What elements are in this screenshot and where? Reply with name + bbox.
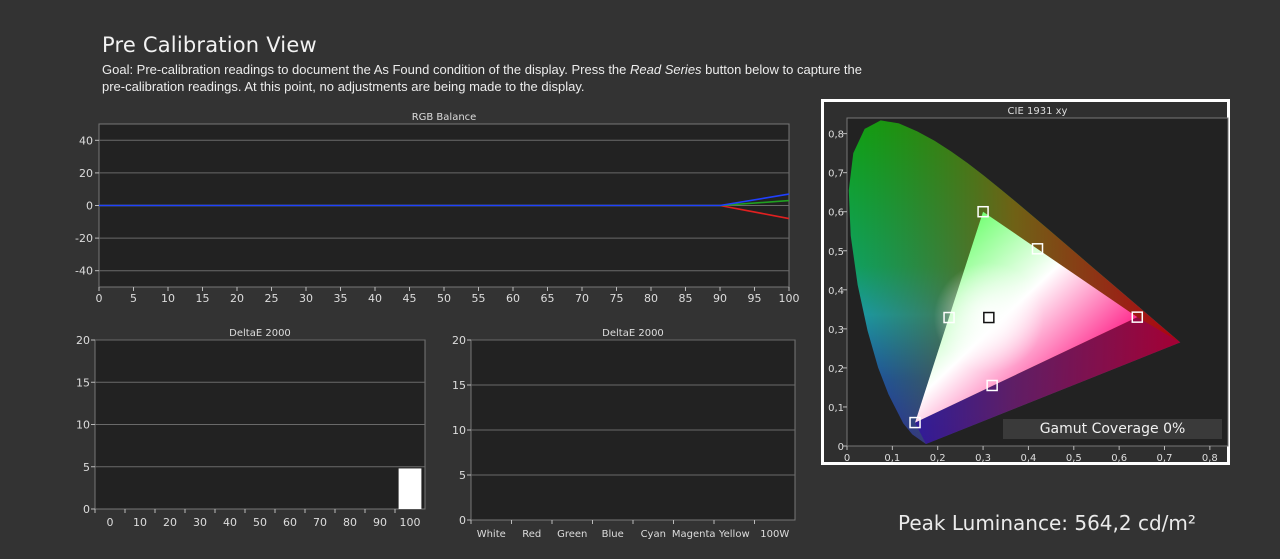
deltae-gray-y-tick-label: 10 xyxy=(76,419,90,432)
deltae-gray-x-tick-label: 30 xyxy=(193,516,207,529)
cie-y-tick-label: 0,7 xyxy=(828,169,844,180)
cie-x-tick-label: 0 xyxy=(844,453,850,464)
deltae-gray-x-tick-label: 10 xyxy=(133,516,147,529)
cie-x-tick-label: 0,3 xyxy=(975,453,991,464)
rgb-y-tick-label: 0 xyxy=(86,200,93,213)
deltae-color-x-tick-label: Blue xyxy=(602,529,624,540)
rgb-x-tick-label: 75 xyxy=(610,292,624,305)
deltae-gray-y-tick-label: 0 xyxy=(83,503,90,516)
cie-target-marker xyxy=(909,416,921,429)
rgb-x-tick-label: 15 xyxy=(196,292,210,305)
rgb-y-tick-label: -20 xyxy=(75,232,93,245)
cie-x-tick-label: 0,4 xyxy=(1020,453,1036,464)
rgb-chart-title: RGB Balance xyxy=(412,112,477,123)
cie-x-tick-label: 0,7 xyxy=(1157,453,1173,464)
cie-y-tick-label: 0,4 xyxy=(828,286,844,297)
cie-x-tick-label: 0,6 xyxy=(1111,453,1127,464)
cie-y-tick-label: 0,2 xyxy=(828,364,844,375)
page-title: Pre Calibration View xyxy=(102,33,317,57)
deltae-color-title: DeltaE 2000 xyxy=(602,328,664,339)
deltae-gray-bar xyxy=(398,468,422,509)
rgb-x-tick-label: 35 xyxy=(334,292,348,305)
cie-y-tick-label: 0,5 xyxy=(828,247,844,258)
rgb-x-tick-label: 60 xyxy=(506,292,520,305)
rgb-x-tick-label: 65 xyxy=(541,292,555,305)
cie-purple-region xyxy=(915,317,1181,445)
peak-luminance: Peak Luminance: 564,2 cd/m² xyxy=(898,511,1196,535)
rgb-x-tick-label: 95 xyxy=(748,292,762,305)
rgb-x-tick-label: 90 xyxy=(713,292,727,305)
cie-white-glow xyxy=(933,262,1044,373)
deltae-color-x-tick-label: Green xyxy=(557,529,587,540)
deltae-color-y-tick-label: 5 xyxy=(459,469,466,482)
rgb-y-tick-label: 20 xyxy=(79,167,93,180)
deltae-gray-y-tick-label: 20 xyxy=(76,334,90,347)
cie-target-marker xyxy=(943,311,955,324)
cie-x-tick-label: 0,1 xyxy=(884,453,900,464)
deltae-color-x-tick-label: Red xyxy=(522,529,541,540)
cie-y-tick-label: 0,1 xyxy=(828,403,844,414)
rgb-y-tick-label: -40 xyxy=(75,265,93,278)
rgb-x-tick-label: 70 xyxy=(575,292,589,305)
cie-y-tick-label: 0,6 xyxy=(828,208,844,219)
cie-y-tick-label: 0,8 xyxy=(828,130,844,141)
cie-y-tick-label: 0,3 xyxy=(828,325,844,336)
cie-target-marker xyxy=(977,205,989,218)
cie-x-tick-label: 0,8 xyxy=(1202,453,1218,464)
deltae-color-y-tick-label: 10 xyxy=(452,424,466,437)
rgb-x-tick-label: 45 xyxy=(403,292,417,305)
deltae-gray-x-tick-label: 20 xyxy=(163,516,177,529)
deltae-gray-y-tick-label: 15 xyxy=(76,376,90,389)
cie-target-marker xyxy=(1131,311,1144,323)
deltae-gray-x-tick-label: 100 xyxy=(400,516,421,529)
rgb-series-line-2 xyxy=(99,193,790,207)
deltae-gray-x-tick-label: 60 xyxy=(283,516,297,529)
rgb-x-tick-label: 100 xyxy=(779,292,800,305)
deltae-gray-x-tick-label: 70 xyxy=(313,516,327,529)
deltae-color-x-tick-label: White xyxy=(477,529,506,540)
cie-target-marker xyxy=(986,379,998,392)
cie-title: CIE 1931 xy xyxy=(1008,106,1068,117)
deltae-color-y-tick-label: 20 xyxy=(452,334,466,347)
cie-target-marker xyxy=(1031,243,1044,255)
rgb-x-tick-label: 5 xyxy=(130,292,137,305)
rgb-x-tick-label: 30 xyxy=(299,292,313,305)
rgb-x-tick-label: 80 xyxy=(644,292,658,305)
goal-prefix: Goal: Pre-calibration readings to docume… xyxy=(102,62,631,77)
cie-x-tick-label: 0,2 xyxy=(930,453,946,464)
deltae-gray-x-tick-label: 80 xyxy=(343,516,357,529)
deltae-color-x-tick-label: Magenta xyxy=(672,529,716,540)
deltae-gray-title: DeltaE 2000 xyxy=(229,328,291,339)
read-series-reference: Read Series xyxy=(630,62,702,77)
rgb-x-tick-label: 55 xyxy=(472,292,486,305)
rgb-x-tick-label: 50 xyxy=(437,292,451,305)
gamut-coverage-label: Gamut Coverage 0% xyxy=(1003,419,1222,439)
deltae-gray-x-tick-label: 50 xyxy=(253,516,267,529)
cie-target-marker xyxy=(983,311,995,324)
deltae-gray-x-tick-label: 90 xyxy=(373,516,387,529)
deltae-color-y-tick-label: 0 xyxy=(459,514,466,527)
cie-x-tick-label: 0,5 xyxy=(1066,453,1082,464)
goal-suffix: button below to capture the pre-calibrat… xyxy=(102,62,863,94)
rgb-x-tick-label: 20 xyxy=(230,292,244,305)
rgb-x-tick-label: 25 xyxy=(265,292,279,305)
goal-text: Goal: Pre-calibration readings to docume… xyxy=(102,61,862,95)
rgb-x-tick-label: 85 xyxy=(679,292,693,305)
deltae-color-x-tick-label: Cyan xyxy=(641,529,666,540)
deltae-color-y-tick-label: 15 xyxy=(452,379,466,392)
deltae-gray-y-tick-label: 5 xyxy=(83,461,90,474)
rgb-x-tick-label: 10 xyxy=(161,292,175,305)
rgb-y-tick-label: 40 xyxy=(79,134,93,147)
deltae-color-x-tick-label: 100W xyxy=(760,529,789,540)
deltae-color-x-tick-label: Yellow xyxy=(718,529,750,540)
rgb-x-tick-label: 40 xyxy=(368,292,382,305)
deltae-gray-x-tick-label: 40 xyxy=(223,516,237,529)
cie-y-tick-label: 0 xyxy=(838,442,844,453)
deltae-gray-x-tick-label: 0 xyxy=(107,516,114,529)
rgb-x-tick-label: 0 xyxy=(96,292,103,305)
